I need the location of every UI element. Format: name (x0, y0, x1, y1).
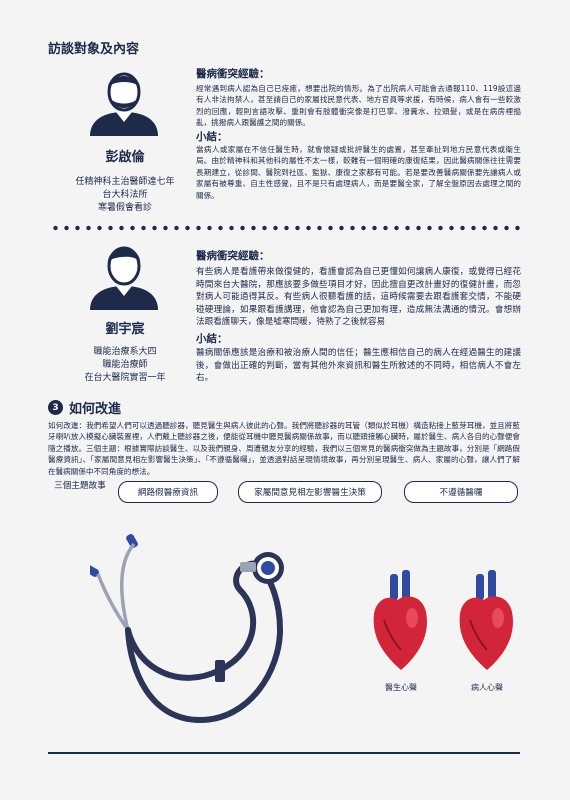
person1-role: 任精神科主治醫師達七年 (75, 177, 175, 187)
person2-role: 職能治療系大四 (93, 347, 157, 357)
person2-section1-title: 醫病衝突經驗： (196, 250, 270, 262)
therapist-avatar-icon (90, 246, 158, 310)
person2-section2-text: 醫病關係應該是治療和被治療人間的信任；醫生應相信自己的病人在經過醫生的建議後，會… (196, 348, 521, 384)
bottom-divider (48, 752, 520, 754)
doctor-heart-caption: 醫生心聲 (385, 683, 417, 692)
person1-roles: 任精神科主治醫師達七年 台大科法所 寒暑假會看診 (40, 176, 210, 215)
person1-section1-text: 經常遇到病人認為自己已痊癒，想要出院的情形。為了出院病人可能會去通報110、11… (196, 84, 521, 128)
theme-pill-family-disagreement[interactable]: 家屬間意見相左影響醫生決策 (238, 481, 382, 503)
page-heading: 訪談對象及內容 (48, 42, 140, 57)
doctor-heart-icon (373, 570, 427, 670)
patient-heart-icon (459, 570, 513, 670)
person2-section1-text: 有些病人是看護帶來做復健的，看護會認為自己更懂如何讓病人康復，或覺得已經花時間來… (196, 267, 521, 328)
section3-text: 如何改進：我們希望人們可以透過聽診器，聽見醫生與病人彼此的心聲。我們將聽診器的耳… (48, 421, 520, 476)
person2-role: 職能治療師 (102, 360, 148, 370)
person1-section2-title: 小結： (196, 131, 228, 143)
theme-pill-noncompliance[interactable]: 不遵循醫囑 (404, 481, 518, 503)
person1-name: 彭啟倫 (105, 150, 145, 165)
person2-role: 在台大醫院實習一年 (84, 373, 166, 383)
person2-roles: 職能治療系大四 職能治療師 在台大醫院實習一年 (40, 346, 210, 385)
person2-section2-title: 小結： (196, 333, 228, 345)
person1-section2-text: 當病人或家屬在不信任醫生時，就會懷疑或批評醫生的處置，甚至牽扯到地方民意代表或衛… (196, 145, 521, 200)
dotted-divider (50, 225, 520, 231)
theme-label: 三個主題故事 (54, 481, 106, 491)
stethoscope-icon (90, 534, 284, 724)
theme-pill-misinformation[interactable]: 網路假醫療資訊 (118, 481, 218, 503)
person2-name: 劉宇宸 (105, 322, 145, 337)
person1-role: 寒暑假會看診 (97, 203, 152, 213)
doctor-avatar-icon (90, 72, 158, 136)
section3-header: 3 如何改進 (48, 398, 121, 417)
patient-heart-caption: 病人心聲 (471, 683, 503, 692)
section-number-badge: 3 (48, 400, 63, 415)
section3-title: 如何改進 (69, 402, 122, 417)
person1-role: 台大科法所 (102, 190, 148, 200)
person1-section1-title: 醫病衝突經驗： (196, 68, 270, 80)
